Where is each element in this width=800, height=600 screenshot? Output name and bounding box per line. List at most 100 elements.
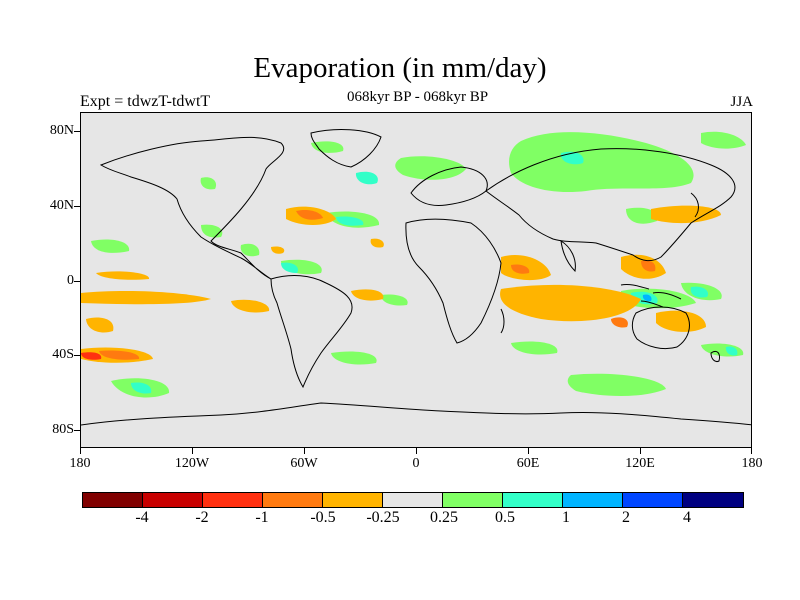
experiment-label: Expt = tdwzT-tdwtT (80, 93, 211, 110)
green-arctic-ne (701, 131, 746, 149)
orange-indian-east (611, 317, 628, 328)
green-s-indian (567, 373, 666, 396)
colorbar-swatch (263, 493, 323, 507)
colorbar-swatch (143, 493, 203, 507)
south-america-coast (270, 275, 353, 389)
green-n-atlantic (395, 156, 466, 180)
x-tick-60e (528, 448, 529, 454)
yellow-w-atlantic-trop (370, 238, 384, 248)
x-tick-180e (751, 448, 752, 454)
colorbar-swatch (623, 493, 683, 507)
green-siberia (509, 132, 694, 193)
map-subtitle: 068kyr BP - 068kyr BP (346, 89, 489, 105)
yellow-s-pacific-w (86, 317, 114, 333)
y-tick-80n (74, 131, 80, 132)
y-tick-40s (74, 355, 80, 356)
season-label: JJA (730, 94, 753, 110)
green-china (626, 207, 658, 224)
positive-anomaly-cyan (131, 151, 738, 394)
cyan-s-pacific (725, 346, 738, 356)
antarctica-coast (81, 402, 751, 426)
indonesia-coast (620, 284, 682, 308)
colorbar-label: 0.25 (430, 509, 458, 526)
x-tick-60w (304, 448, 305, 454)
blue-indonesia (642, 294, 652, 302)
x-label-60e: 60E (516, 456, 540, 471)
greenland-coast (310, 129, 382, 168)
colorbar-label: 1 (562, 509, 570, 526)
x-label-180w: 180 (69, 456, 91, 471)
green-n-pacific-w (91, 239, 130, 253)
india-coast (560, 240, 576, 273)
orange-s-atlantic (99, 350, 140, 360)
cyan-s-atlantic (131, 382, 152, 394)
green-arctic-n (311, 141, 344, 153)
x-label-180e: 180 (741, 456, 763, 471)
x-label-0: 0 (412, 456, 420, 471)
cyan-wpac (690, 286, 709, 298)
orange-indian (511, 264, 530, 274)
map-panel (80, 112, 752, 448)
colorbar-swatch (83, 493, 143, 507)
yellow-s-america (351, 289, 384, 301)
cyan-arctic (355, 171, 378, 185)
yellow-australia-e (656, 310, 706, 332)
green-s-atlantic (381, 294, 408, 306)
yellow-n-pacific-east (271, 246, 285, 254)
x-label-120w: 120W (174, 456, 210, 471)
green-indian-s (511, 341, 558, 355)
map-title: Evaporation (in mm/day) (253, 52, 547, 84)
y-tick-0 (74, 281, 80, 282)
colorbar-label: -1 (255, 509, 269, 526)
y-label-0: 0 (67, 273, 74, 288)
red-s-atlantic (81, 352, 102, 360)
orange-n-atlantic (296, 209, 323, 220)
colorbar-swatch (203, 493, 263, 507)
y-tick-80s (74, 430, 80, 431)
map-canvas (81, 129, 751, 426)
africa-coast (405, 218, 502, 344)
japan-coast (690, 192, 699, 218)
colorbar-label: -2 (195, 509, 209, 526)
yellow-indian-broad (500, 284, 641, 322)
x-tick-120w (192, 448, 193, 454)
colorbar (82, 492, 744, 508)
green-n-pacific-e (201, 224, 223, 238)
colorbar-swatch (323, 493, 383, 507)
colorbar-swatch (563, 493, 623, 507)
asia-coast (485, 148, 736, 262)
x-label-120e: 120E (625, 456, 655, 471)
x-tick-0 (416, 448, 417, 454)
cyan-atlantic-mid (336, 216, 364, 226)
colorbar-label: -0.25 (366, 509, 400, 526)
x-label-60w: 60W (290, 456, 318, 471)
negative-anomaly (81, 205, 721, 363)
y-label-80n: 80N (49, 123, 74, 138)
green-n-america (200, 177, 217, 190)
colorbar-label: -0.5 (310, 509, 336, 526)
north-america-coast (99, 136, 285, 280)
colorbar-swatch (383, 493, 443, 507)
colorbar-label: 2 (622, 509, 630, 526)
colorbar-label: 4 (683, 509, 691, 526)
colorbar-label: 0.5 (495, 509, 515, 526)
orange-philippines (641, 260, 656, 272)
australia-coast (631, 306, 690, 350)
yellow-china-sea (651, 205, 721, 224)
colorbar-swatch (683, 493, 743, 507)
y-label-40n: 40N (49, 198, 74, 213)
y-label-80s: 80S (52, 422, 74, 437)
coastlines (81, 129, 751, 426)
yellow-e-pacific (231, 299, 270, 313)
new-zealand-coast (710, 350, 720, 362)
yellow-central-pacific (96, 271, 150, 280)
x-tick-120e (640, 448, 641, 454)
y-tick-40n (74, 206, 80, 207)
cyan-caribbean (281, 262, 299, 273)
green-caribbean (240, 243, 260, 257)
madagascar-coast (500, 308, 505, 334)
yellow-n-pacific (81, 291, 211, 305)
green-s-atlantic-far (331, 351, 377, 365)
colorbar-swatch (503, 493, 563, 507)
x-tick-180w (80, 448, 81, 454)
